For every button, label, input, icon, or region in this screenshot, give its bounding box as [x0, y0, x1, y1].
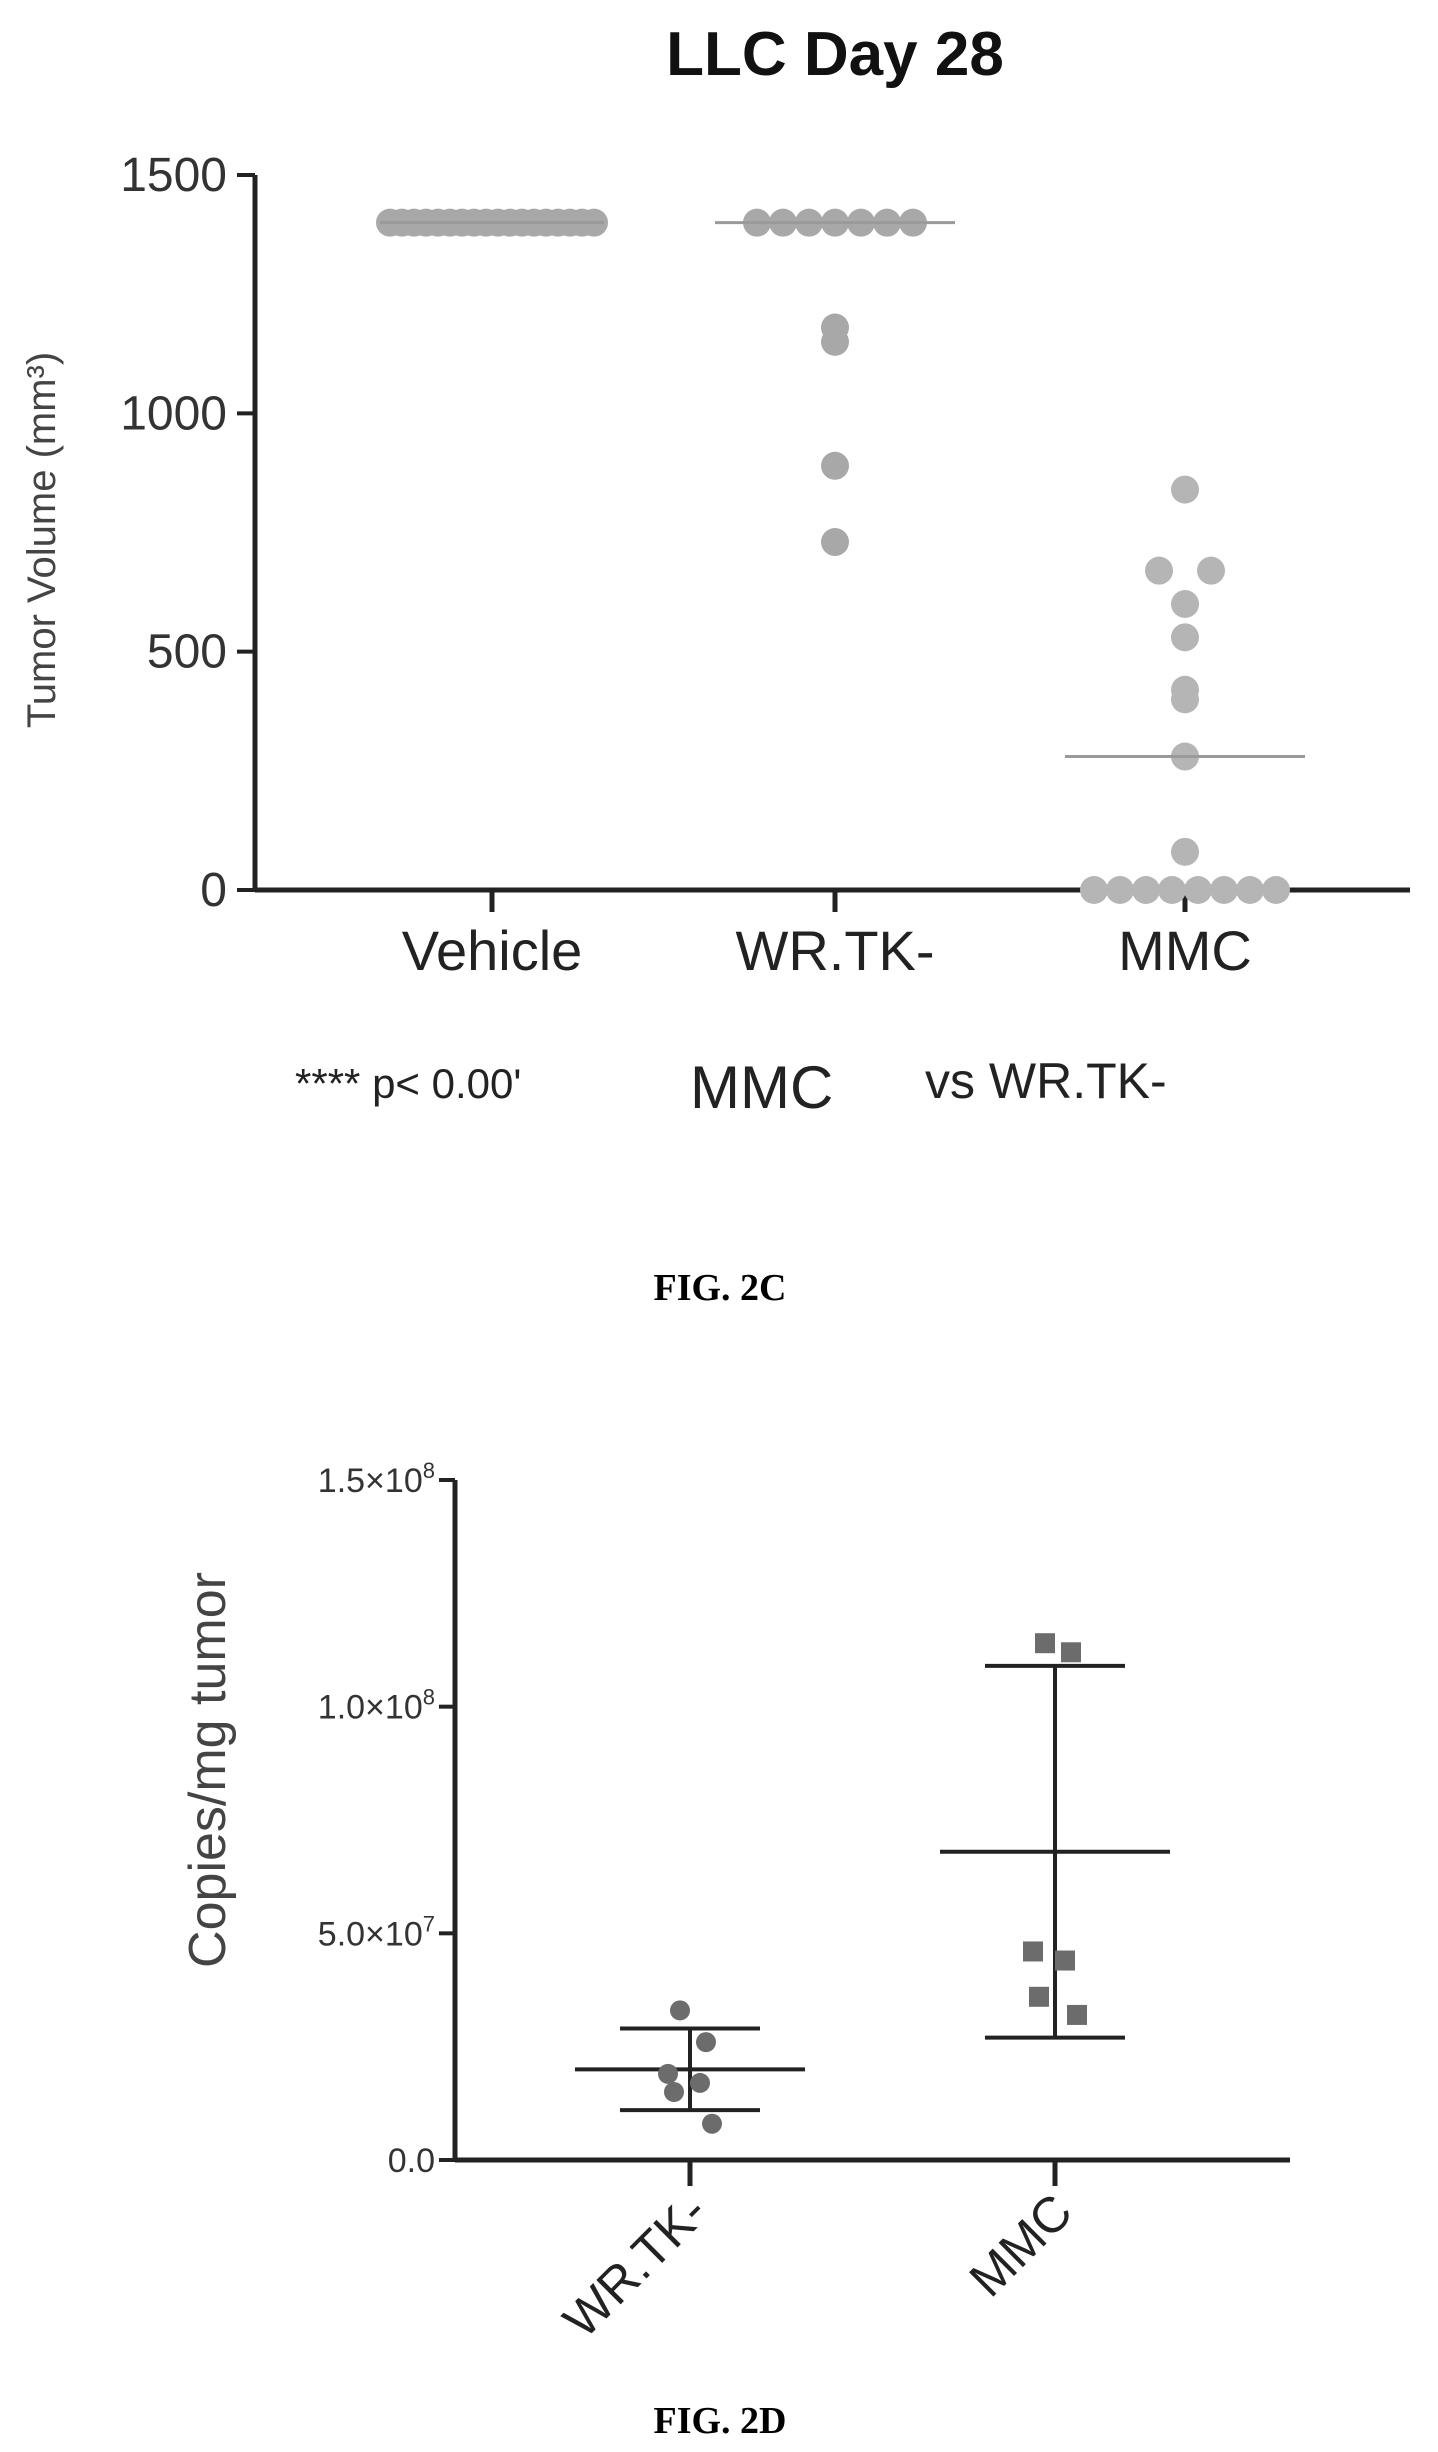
data-point	[1210, 876, 1238, 904]
significance-stars: ****	[295, 1060, 360, 1107]
y-tick-label: 5.0×107	[318, 1911, 435, 1953]
data-point	[658, 2063, 678, 2084]
data-point	[690, 2072, 710, 2093]
data-point	[1061, 1642, 1081, 1663]
p-value-trail: '	[513, 1060, 521, 1107]
data-point	[696, 2032, 716, 2053]
data-point	[664, 2082, 684, 2102]
data-point	[1171, 475, 1199, 504]
y-axis-label: Tumor Volume (mm³)	[20, 352, 64, 728]
data-point	[702, 2113, 722, 2134]
data-point	[1197, 556, 1225, 585]
x-tick-label: WR.TK-	[735, 919, 934, 982]
y-tick-label: 0	[200, 864, 227, 917]
data-point	[1171, 837, 1199, 866]
x-tick-label: WR.TK-	[553, 2183, 718, 2348]
data-point	[821, 528, 849, 557]
data-point	[1132, 876, 1160, 904]
y-axis-label: Copies/mg tumor	[179, 1572, 237, 1968]
x-ticks: Vehicle WR.TK- MMC	[402, 890, 1252, 982]
significance-annotation: **** p< 0.00' MMC vs WR.TK-	[295, 1053, 1167, 1121]
x-tick-label: Vehicle	[402, 919, 583, 982]
data-point	[1067, 2004, 1087, 2025]
data-point	[670, 2000, 690, 2021]
y-tick-label: 1.5×108	[318, 1458, 435, 1500]
data-point	[1158, 876, 1186, 904]
comparison-group-b: vs WR.TK-	[925, 1053, 1167, 1109]
chart-title: LLC Day 28	[666, 20, 1004, 89]
y-tick-label: 1000	[120, 387, 227, 440]
data-point	[1035, 1633, 1055, 1654]
svg-text:**** p< 0.00': **** p< 0.00'	[295, 1060, 521, 1107]
data-points	[376, 208, 1290, 904]
data-point	[1171, 675, 1199, 704]
data-point	[1184, 876, 1212, 904]
axes	[452, 1480, 1290, 2163]
figure-caption: FIG. 2D	[654, 2400, 787, 2442]
data-point	[1262, 876, 1290, 904]
data-point	[1236, 876, 1264, 904]
y-tick-label: 1500	[120, 149, 227, 202]
data-point	[821, 313, 849, 342]
data-point	[1171, 623, 1199, 652]
y-tick-label: 500	[147, 626, 227, 679]
comparison-group-a: MMC	[690, 1054, 833, 1121]
x-ticks: WR.TK- MMC	[553, 2160, 1083, 2348]
error-bars	[575, 1663, 1170, 2113]
data-point	[1171, 590, 1199, 618]
y-ticks: 0.0 5.0×107 1.0×108 1.5×108	[318, 1458, 455, 2180]
data-point	[1145, 556, 1173, 585]
figure-caption: FIG. 2C	[654, 1267, 787, 1309]
data-point	[1023, 1941, 1043, 1962]
data-point	[1055, 1950, 1075, 1971]
data-points	[658, 1633, 1087, 2134]
data-point	[1080, 876, 1108, 904]
copies-per-mg-chart: Copies/mg tumor 0.0 5.0×107 1.0×108 1.5×108…	[179, 1458, 1290, 2442]
p-value: p< 0.00	[372, 1060, 513, 1107]
median-lines	[380, 221, 1305, 759]
tumor-volume-chart: LLC Day 28 Tumor Volume (mm³) 0 500 1000 15…	[20, 20, 1410, 1309]
data-point	[821, 451, 849, 480]
x-tick-label: MMC	[959, 2183, 1083, 2307]
x-tick-label: MMC	[1118, 919, 1252, 982]
y-tick-label: 1.0×108	[318, 1685, 435, 1727]
data-point	[1029, 1986, 1049, 2007]
y-ticks: 0 500 1000 1500	[120, 149, 255, 917]
data-point	[1106, 876, 1134, 904]
y-tick-label: 0.0	[388, 2142, 435, 2180]
